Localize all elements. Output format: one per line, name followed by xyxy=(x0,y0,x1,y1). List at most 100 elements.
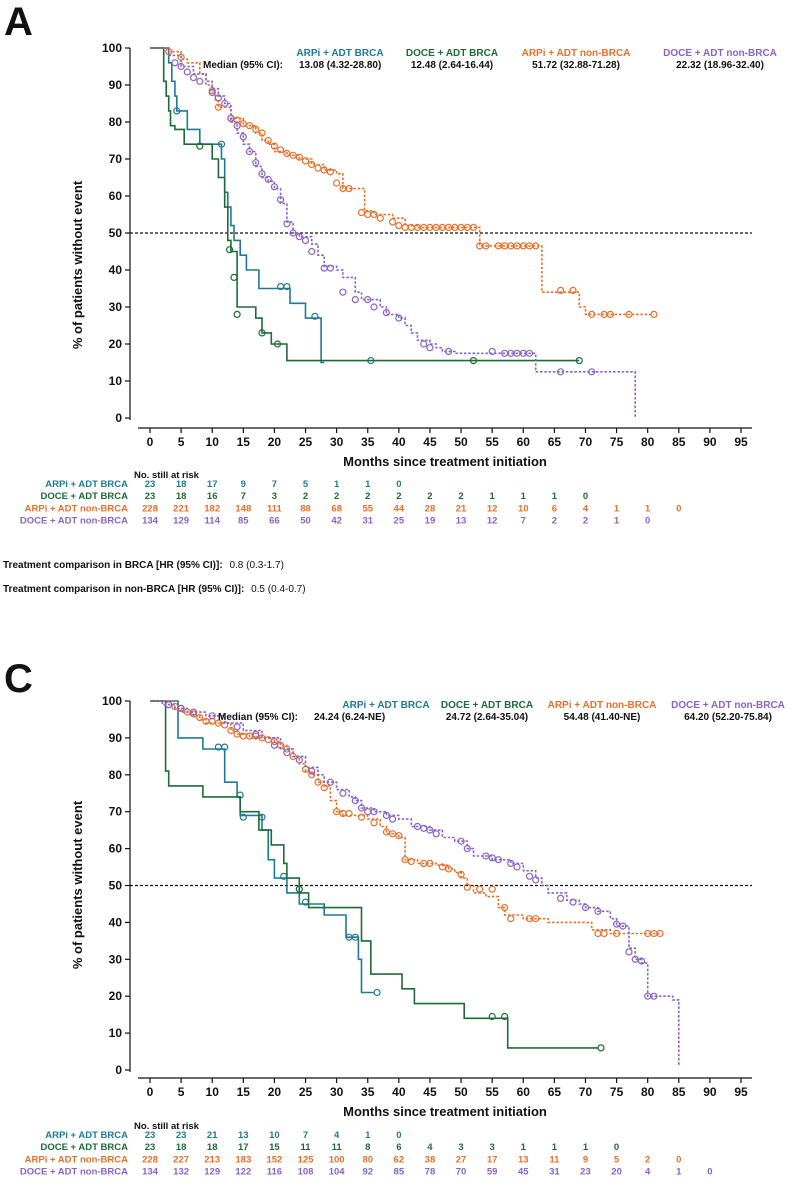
at-risk-value: 116 xyxy=(267,1167,282,1178)
at-risk-value: 1 xyxy=(365,1130,371,1141)
censor-mark-doce-adt-non-brca xyxy=(270,183,278,191)
km-curve-arpi-adt-non-brca xyxy=(150,700,661,935)
at-risk-value: 85 xyxy=(238,516,249,527)
censor-mark-doce-adt-non-brca xyxy=(432,830,440,838)
censor-mark-doce-adt-non-brca xyxy=(252,159,260,167)
x-tick-label: 90 xyxy=(703,435,717,449)
y-tick-label: 0 xyxy=(115,1063,122,1077)
median-doce-nonbrca: 64.20 (52.20-75.84) xyxy=(684,712,772,723)
censor-mark-arpi-adt-non-brca xyxy=(214,719,222,727)
at-risk-value: 44 xyxy=(394,503,405,514)
at-risk-value: 0 xyxy=(707,1167,712,1178)
y-tick-label: 10 xyxy=(109,1026,123,1040)
at-risk-value: 6 xyxy=(552,503,557,514)
censor-mark-arpi-adt-non-brca xyxy=(532,915,540,923)
at-risk-row-label: DOCE + ADT non-BRCA xyxy=(20,1167,128,1178)
x-tick-label: 20 xyxy=(268,1085,282,1099)
x-tick-label: 45 xyxy=(423,1085,437,1099)
at-risk-value: 7 xyxy=(241,491,246,502)
censor-mark-doce-adt-non-brca xyxy=(650,992,658,1000)
censor-mark-arpi-adt-non-brca xyxy=(214,103,222,111)
censor-mark-arpi-adt-non-brca xyxy=(252,125,260,133)
at-risk-value: 55 xyxy=(362,503,373,514)
censor-mark-doce-adt-non-brca xyxy=(370,808,378,816)
censor-mark-arpi-adt-non-brca xyxy=(227,726,235,735)
x-tick-label: 10 xyxy=(206,1085,220,1099)
at-risk-value: 2 xyxy=(427,491,432,502)
censor-mark-doce-adt-non-brca xyxy=(283,220,291,228)
censor-mark-doce-adt-non-brca xyxy=(214,94,222,102)
at-risk-value: 10 xyxy=(518,503,529,514)
at-risk-value: 13 xyxy=(518,1154,529,1165)
median-arpi-nonbrca: 51.72 (32.88-71.28) xyxy=(532,60,620,71)
censor-mark-doce-adt-non-brca xyxy=(295,233,303,241)
x-tick-label: 85 xyxy=(672,435,686,449)
censor-mark-doce-adt-brca xyxy=(196,142,204,150)
at-risk-value: 227 xyxy=(173,1154,189,1165)
svg-text:Treatment comparison in non-BR: Treatment comparison in non-BRCA [HR (95… xyxy=(3,584,306,595)
y-tick-label: 0 xyxy=(115,411,122,425)
censor-mark-arpi-adt-non-brca xyxy=(588,310,596,318)
censor-mark-doce-adt-non-brca xyxy=(625,948,633,956)
censor-mark-arpi-adt-brca xyxy=(351,933,359,941)
at-risk-value: 2 xyxy=(303,491,308,502)
at-risk-value: 10 xyxy=(269,1130,280,1141)
at-risk-value: 3 xyxy=(490,1142,495,1153)
at-risk-value: 17 xyxy=(238,1142,249,1153)
y-tick-label: 100 xyxy=(102,694,122,708)
km-curve-doce-adt-non-brca xyxy=(150,47,636,418)
median-arpi-brca: 24.24 (6.24-NE) xyxy=(314,712,385,723)
x-tick-label: 35 xyxy=(361,1085,375,1099)
at-risk-value: 3 xyxy=(272,491,277,502)
at-risk-title: No. still at risk xyxy=(134,470,200,481)
censor-mark-doce-adt-non-brca xyxy=(351,296,359,304)
censor-mark-doce-adt-non-brca xyxy=(619,922,627,930)
km-curve-arpi-adt-non-brca xyxy=(150,47,654,316)
at-risk-value: 4 xyxy=(645,1167,651,1178)
at-risk-value: 228 xyxy=(142,503,158,514)
censor-mark-arpi-adt-non-brca xyxy=(320,166,328,174)
legend-doce-nonbrca: DOCE + ADT non-BRCA xyxy=(663,48,777,59)
censor-mark-doce-adt-non-brca xyxy=(457,837,465,845)
at-risk-value: 8 xyxy=(365,1142,370,1153)
at-risk-value: 100 xyxy=(329,1154,345,1165)
x-tick-label: 5 xyxy=(178,1085,185,1099)
x-tick-label: 40 xyxy=(392,435,406,449)
censor-mark-arpi-adt-non-brca xyxy=(196,713,204,722)
note-nonbrca: Treatment comparison in non-BRCA [HR (95… xyxy=(3,584,306,595)
x-tick-label: 55 xyxy=(485,435,499,449)
censor-mark-arpi-adt-non-brca xyxy=(345,809,353,818)
km-curve-arpi-adt-brca xyxy=(150,47,325,364)
censor-mark-arpi-adt-non-brca xyxy=(476,885,484,893)
x-tick-label: 15 xyxy=(237,1085,251,1099)
at-risk-value: 0 xyxy=(396,1130,401,1141)
y-tick-label: 40 xyxy=(109,263,123,277)
censor-mark-doce-adt-non-brca xyxy=(308,247,316,256)
svg-text:Treatment comparison in BRCA [: Treatment comparison in BRCA [HR (95% CI… xyxy=(3,560,284,571)
at-risk-value: 134 xyxy=(142,516,159,527)
censor-mark-arpi-adt-non-brca xyxy=(233,730,241,738)
at-risk-value: 104 xyxy=(329,1167,346,1178)
censor-mark-doce-adt-non-brca xyxy=(382,309,390,317)
censor-mark-doce-adt-non-brca xyxy=(637,957,646,965)
y-tick-label: 90 xyxy=(109,731,123,745)
censor-mark-arpi-adt-non-brca xyxy=(507,915,515,923)
censor-mark-doce-adt-non-brca xyxy=(556,894,565,903)
censor-mark-arpi-adt-non-brca xyxy=(650,310,658,318)
censor-mark-arpi-adt-non-brca xyxy=(606,310,615,318)
y-axis-label: % of patients without event xyxy=(70,180,85,349)
at-risk-value: 80 xyxy=(362,1154,373,1165)
censor-mark-doce-adt-non-brca xyxy=(233,723,241,731)
censor-mark-arpi-adt-non-brca xyxy=(382,828,390,836)
censor-mark-arpi-adt-non-brca xyxy=(245,122,254,130)
censor-mark-doce-adt-non-brca xyxy=(488,854,496,862)
censor-mark-arpi-adt-non-brca xyxy=(457,870,465,879)
at-risk-value: 1 xyxy=(365,479,371,490)
censor-mark-doce-adt-non-brca xyxy=(326,264,334,272)
censor-mark-arpi-adt-non-brca xyxy=(258,129,266,137)
at-risk-row-label: ARPi + ADT BRCA xyxy=(45,479,128,490)
y-axis-label: % of patients without event xyxy=(70,800,85,969)
at-risk-value: 62 xyxy=(394,1154,405,1165)
censor-mark-doce-adt-non-brca xyxy=(569,898,577,906)
note-nonbrca-label: Treatment comparison in non-BRCA [HR (95… xyxy=(3,584,244,595)
